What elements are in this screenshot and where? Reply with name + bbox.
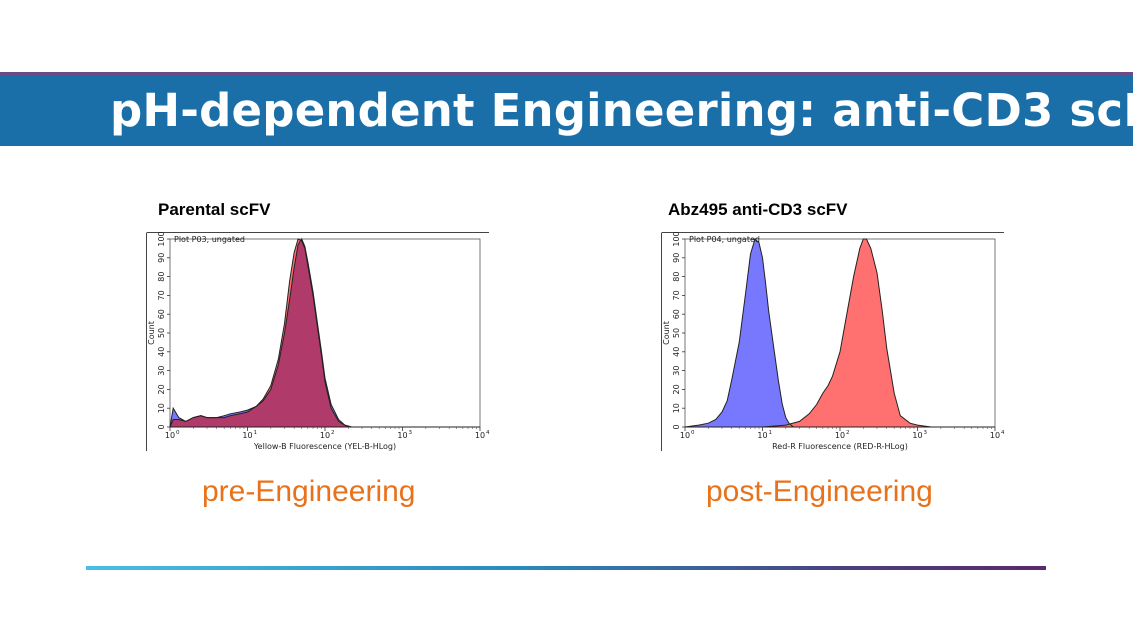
x-tick-exponent: 3	[409, 430, 413, 436]
y-tick-label: 0	[672, 424, 681, 429]
y-tick-label: 70	[157, 290, 166, 300]
y-tick-label: 60	[157, 309, 166, 319]
y-tick-label: 50	[672, 328, 681, 338]
x-tick-exponent: 1	[254, 430, 258, 436]
y-tick-label: 80	[157, 272, 166, 282]
y-tick-label: 20	[157, 384, 166, 394]
x-tick-exponent: 4	[486, 430, 490, 436]
y-tick-label: 100	[157, 231, 166, 246]
histogram-chart-post: Plot P04, ungated0102030405060708090100C…	[661, 229, 1005, 453]
header-accent-stripe	[0, 72, 1133, 76]
x-tick-label: 10	[835, 431, 845, 440]
x-tick-label: 10	[320, 431, 330, 440]
y-tick-label: 70	[672, 290, 681, 300]
y-tick-label: 60	[672, 309, 681, 319]
x-tick-exponent: 4	[1001, 430, 1005, 436]
series-fill-1	[685, 239, 794, 427]
right-panel-title: Abz495 anti-CD3 scFV	[668, 200, 848, 219]
y-tick-label: 90	[157, 253, 166, 263]
plot-label: Plot P04, ungated	[689, 235, 760, 244]
x-tick-label: 10	[757, 431, 767, 440]
x-tick-exponent: 3	[924, 430, 928, 436]
title-bar	[0, 76, 1133, 146]
y-tick-label: 40	[157, 347, 166, 357]
y-tick-label: 50	[157, 328, 166, 338]
series-outline-2	[762, 238, 932, 428]
x-tick-label: 10	[475, 431, 485, 440]
series-outline-2	[169, 238, 352, 428]
series-overlap-fill	[170, 240, 352, 427]
x-tick-exponent: 0	[176, 430, 180, 436]
y-axis-label: Count	[147, 321, 156, 345]
x-tick-label: 10	[165, 431, 175, 440]
x-tick-exponent: 1	[769, 430, 773, 436]
x-tick-exponent: 2	[331, 430, 335, 436]
series-outline-1	[684, 238, 794, 428]
y-tick-label: 80	[672, 272, 681, 282]
caption-pre: pre-Engineering	[202, 475, 416, 508]
x-tick-label: 10	[242, 431, 252, 440]
y-tick-label: 30	[157, 366, 166, 376]
x-tick-exponent: 2	[846, 430, 850, 436]
y-tick-label: 10	[672, 403, 681, 413]
plot-label: Plot P03, ungated	[174, 235, 245, 244]
x-tick-label: 10	[680, 431, 690, 440]
y-axis-label: Count	[662, 321, 671, 345]
x-tick-label: 10	[912, 431, 922, 440]
slide-title: pH-dependent Engineering: anti-CD3 scFv	[110, 84, 1133, 137]
x-tick-label: 10	[990, 431, 1000, 440]
histogram-chart-pre: Plot P03, ungated0102030405060708090100C…	[146, 229, 490, 453]
caption-post: post-Engineering	[706, 475, 933, 508]
x-axis-label: Red-R Fluorescence (RED-R-HLog)	[772, 442, 908, 451]
x-tick-label: 10	[397, 431, 407, 440]
y-tick-label: 90	[672, 253, 681, 263]
series-fill-2	[762, 239, 932, 427]
y-tick-label: 10	[157, 403, 166, 413]
x-axis-label: Yellow-B Fluorescence (YEL-B-HLog)	[253, 442, 396, 451]
y-tick-label: 100	[672, 231, 681, 246]
left-panel-title: Parental scFV	[158, 200, 271, 219]
y-tick-label: 30	[672, 366, 681, 376]
y-tick-label: 20	[672, 384, 681, 394]
x-tick-exponent: 0	[691, 430, 695, 436]
y-tick-label: 40	[672, 347, 681, 357]
y-tick-label: 0	[157, 424, 166, 429]
bottom-gradient-rule	[86, 566, 1046, 570]
